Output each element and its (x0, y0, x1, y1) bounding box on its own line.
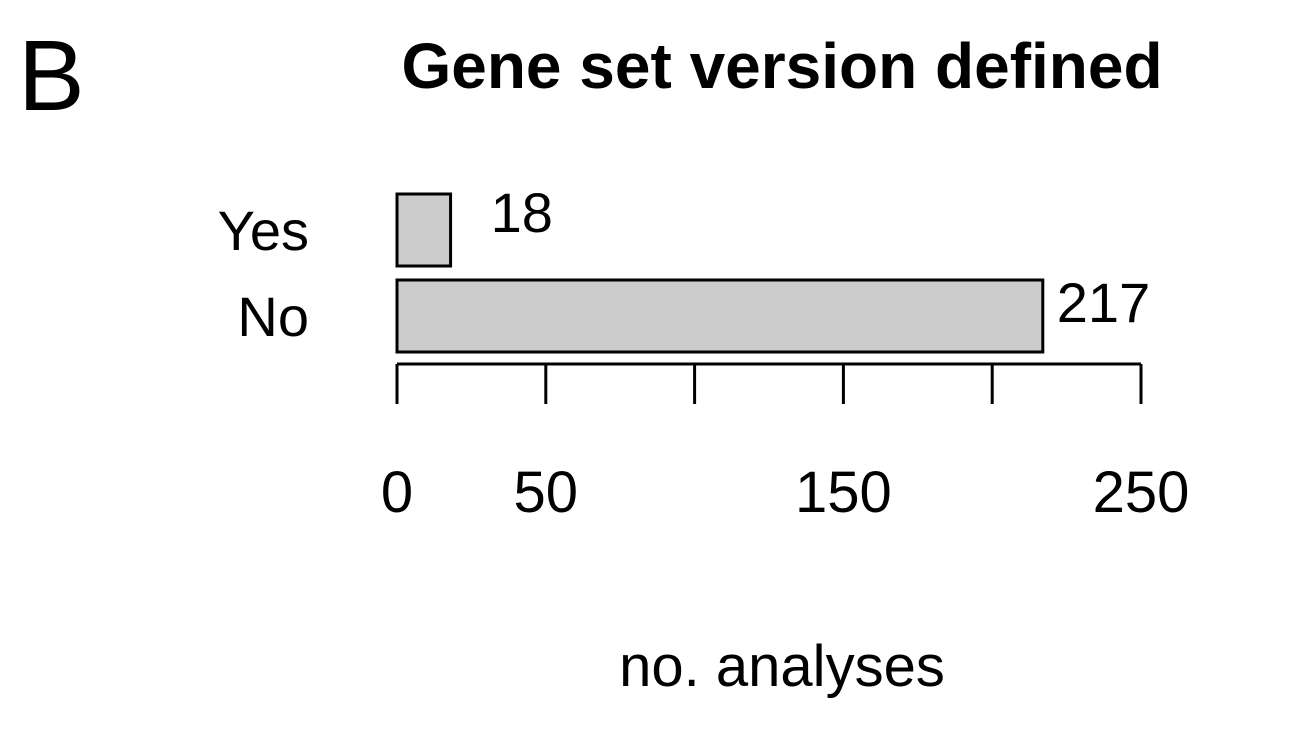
category-label-no: No (237, 285, 309, 348)
data-label-yes: 18 (491, 181, 553, 244)
x-axis-label: no. analyses (619, 634, 945, 699)
x-tick-label-0: 0 (381, 460, 413, 525)
data-label-no: 217 (1057, 271, 1150, 334)
x-tick-label-150: 150 (795, 460, 892, 525)
bars-layer: Yes 18 No 217 (218, 181, 1150, 354)
x-tick-label-250: 250 (1093, 460, 1190, 525)
x-axis: 0 50 150 250 (381, 362, 1190, 525)
bar-no (395, 278, 1045, 354)
category-label-yes: Yes (218, 199, 309, 262)
bar-yes (395, 192, 453, 268)
chart-title: Gene set version defined (401, 30, 1162, 102)
panel-label: B (18, 20, 85, 132)
x-tick-label-50: 50 (514, 460, 579, 525)
